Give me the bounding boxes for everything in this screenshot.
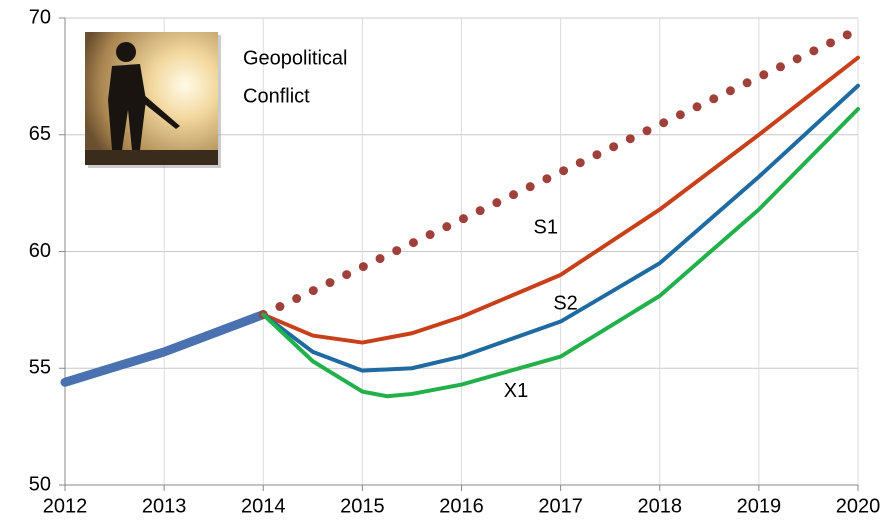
x-tick-label: 2020 (836, 495, 881, 517)
x-tick-label: 2014 (241, 495, 286, 517)
annotation: Conflict (243, 85, 310, 107)
page: {"chart_data": {"type": "line", "annotat… (0, 0, 891, 530)
y-tick-label: 70 (29, 6, 51, 28)
x-tick-label: 2015 (340, 495, 385, 517)
x-tick-label: 2017 (538, 495, 583, 517)
y-tick-label: 55 (29, 357, 51, 379)
x-tick-label: 2016 (439, 495, 484, 517)
x-tick-label: 2019 (737, 495, 782, 517)
x-tick-label: 2013 (142, 495, 187, 517)
x-tick-label: 2012 (43, 495, 88, 517)
annotation: Geopolitical (243, 47, 348, 69)
series-label: S1 (534, 216, 558, 238)
chart: 50 55 60 65 70 2012 2013 2014 2015 2016 2017 2018 20… (0, 0, 891, 530)
y-tick-label: 50 (29, 473, 51, 495)
series-label: S2 (553, 292, 577, 314)
y-tick-label: 65 (29, 123, 51, 145)
x-tick-label: 2018 (638, 495, 683, 517)
picture (85, 32, 221, 168)
series-label: X1 (504, 380, 528, 402)
y-tick-label: 60 (29, 240, 51, 262)
